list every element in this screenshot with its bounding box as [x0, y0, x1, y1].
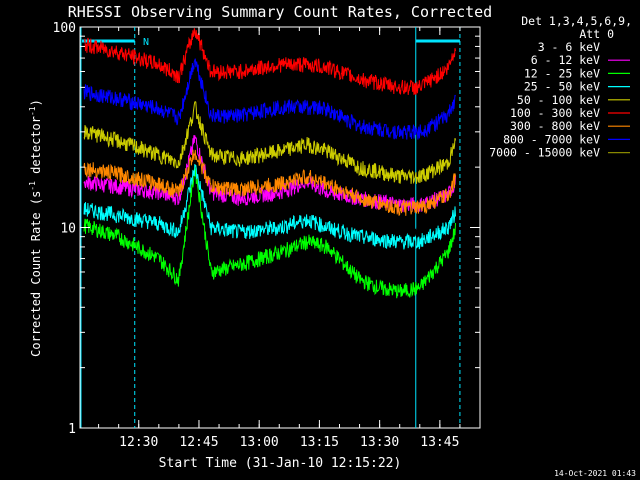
x-tick-label: 13:45 [420, 435, 459, 450]
legend-label-3: 25 - 50 keV [524, 80, 600, 94]
series-line-4 [83, 101, 456, 185]
legend-label-6: 300 - 800 keV [510, 119, 600, 133]
series-line-0 [83, 152, 456, 240]
series-line-7 [83, 58, 456, 140]
night-marker: N [143, 37, 149, 48]
legend-label-5: 100 - 300 keV [510, 106, 600, 120]
x-tick-label: 13:15 [300, 435, 339, 450]
x-tick-label: 12:45 [179, 435, 218, 450]
x-tick-label: 13:30 [360, 435, 399, 450]
series-line-2 [83, 165, 456, 299]
legend-label-2: 12 - 25 keV [524, 66, 600, 80]
x-tick-label: 13:00 [240, 435, 279, 450]
series-line-5 [83, 28, 456, 95]
legend-label-0: 3 - 6 keV [538, 40, 600, 54]
y-tick-label: 1 [68, 422, 76, 437]
y-axis-label-sup1: -1 [28, 181, 37, 191]
y-axis-label-post: ) [29, 99, 43, 106]
y-axis-label-sup2: -1 [28, 106, 37, 116]
y-tick-label: 100 [53, 21, 76, 36]
legend-header-line1: Det 1,3,4,5,6,9, [521, 14, 632, 28]
legend-label-7: 800 - 7000 keV [503, 132, 600, 146]
series-line-6 [83, 149, 456, 217]
timestamp: 14-Oct-2021 01:43 [554, 469, 636, 478]
y-axis-label-pre: Corrected Count Rate (s [29, 191, 43, 357]
axis-ticks: 12:30 12:45 13:00 13:15 13:30 13:45 1 10 100 [53, 21, 481, 450]
series-lines [83, 28, 456, 299]
series-line-3 [83, 163, 456, 250]
y-axis-label: Corrected Count Rate (s-1 detector-1) [28, 99, 43, 357]
y-tick-label: 10 [60, 222, 76, 237]
y-axis-label-mid: detector [29, 116, 43, 181]
x-tick-label: 12:30 [119, 435, 158, 450]
legend-label-1: 6 - 12 keV [531, 53, 600, 67]
chart-title: RHESSI Observing Summary Count Rates, Co… [68, 3, 492, 21]
legend-label-8: 7000 - 15000 keV [489, 146, 600, 160]
legend-header-line2: Att 0 [579, 27, 614, 41]
legend-label-4: 50 - 100 keV [517, 93, 600, 107]
x-axis-label: Start Time (31-Jan-10 12:15:22) [159, 456, 402, 471]
